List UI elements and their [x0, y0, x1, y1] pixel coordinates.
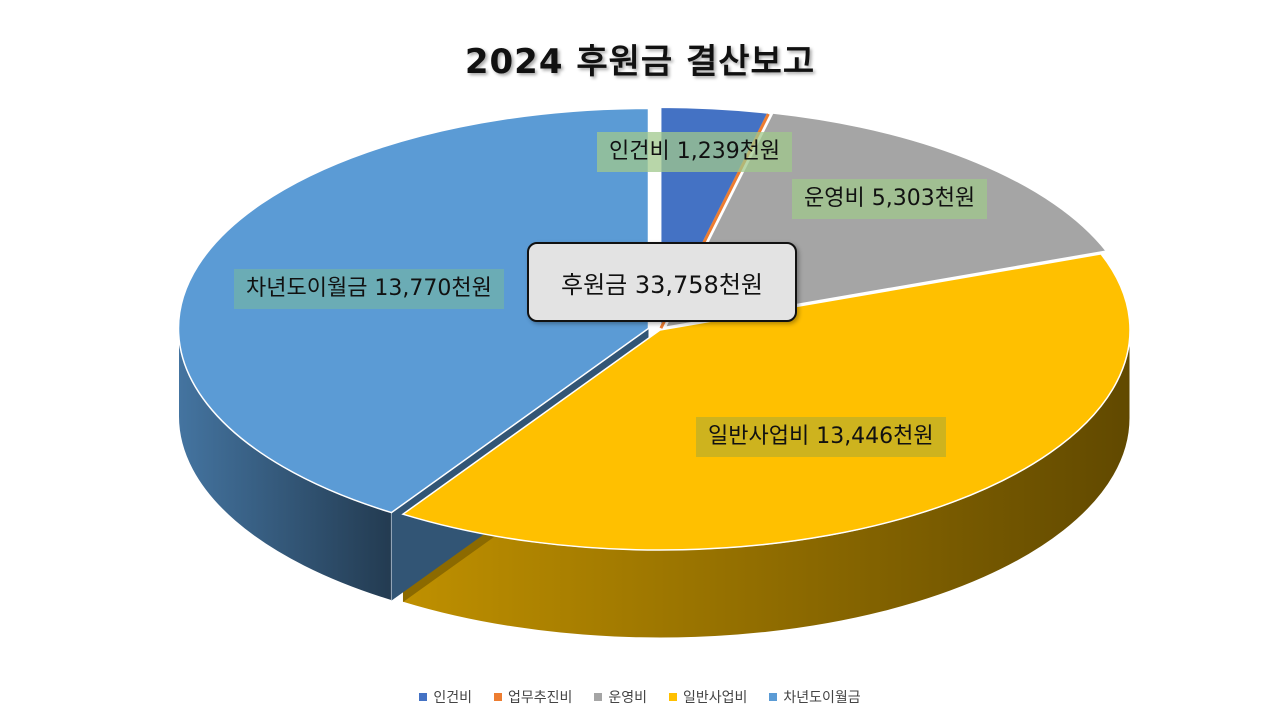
legend-swatch	[493, 693, 502, 701]
chart-title: 2024 후원금 결산보고	[464, 42, 816, 82]
legend-item: 일반사업비	[669, 687, 747, 707]
legend-swatch	[669, 693, 677, 701]
chart-legend: 인건비 업무추진비 운영비 일반사업비 차년도이월금	[0, 686, 1280, 708]
legend-label: 운영비	[608, 690, 647, 706]
legend-item: 차년도이월금	[769, 687, 861, 707]
data-label-1: 인건비 1,239천원	[597, 132, 793, 172]
legend-label: 일반사업비	[683, 690, 748, 706]
legend-swatch	[594, 693, 603, 701]
total-callout: 후원금 33,758천원	[527, 242, 797, 322]
legend-item: 운영비	[594, 687, 647, 707]
legend-item: 업무추진비	[493, 687, 573, 707]
data-label-5: 차년도이월금 13,770천원	[234, 269, 504, 309]
legend-label: 인건비	[433, 690, 472, 706]
pie-slice-5	[177, 107, 650, 514]
legend-label: 차년도이월금	[783, 690, 861, 706]
legend-item: 인건비	[419, 687, 472, 707]
legend-swatch	[769, 693, 778, 701]
pie-slice-4	[401, 253, 1131, 551]
legend-label: 업무추진비	[507, 690, 573, 706]
data-label-3: 운영비 5,303천원	[792, 179, 988, 219]
legend-swatch	[419, 693, 428, 701]
data-label-4: 일반사업비 13,446천원	[696, 417, 946, 457]
